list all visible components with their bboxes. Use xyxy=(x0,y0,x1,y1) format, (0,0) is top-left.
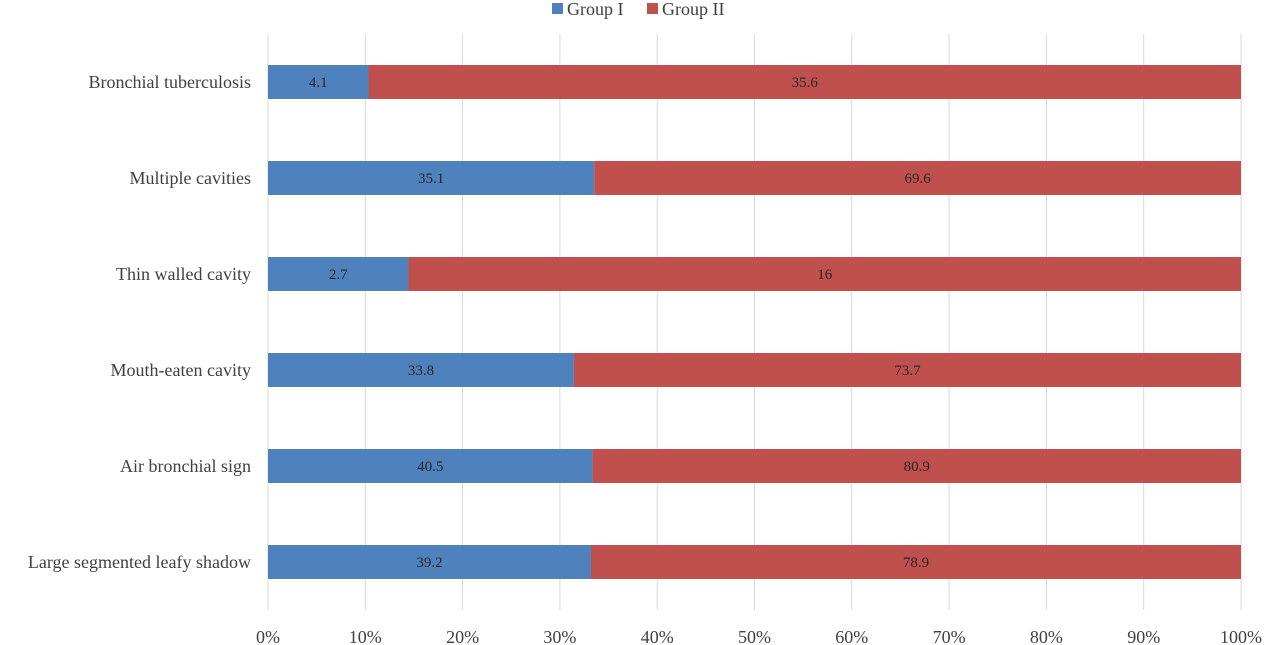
legend-swatch xyxy=(552,3,563,14)
data-label: 2.7 xyxy=(329,267,348,283)
bar-segment-group-ii xyxy=(573,353,1241,387)
data-label: 33.8 xyxy=(408,363,434,379)
legend-label: Group I xyxy=(567,0,624,19)
bar-segment-group-i xyxy=(268,161,595,195)
x-axis-tick-labels: 0% 10% 20% 30% 40% 50% 60% 70% 80% 90% 100% xyxy=(256,627,1262,645)
data-label: 4.1 xyxy=(309,75,328,91)
x-tick-label: 90% xyxy=(1127,627,1160,645)
gridlines xyxy=(267,34,1242,610)
data-label: 80.9 xyxy=(904,459,930,475)
bar-segment-group-ii xyxy=(594,161,1241,195)
bar-segment-group-ii xyxy=(368,65,1241,99)
data-label: 69.6 xyxy=(904,171,931,187)
category-label: Mouth-eaten cavity xyxy=(111,360,251,380)
bar-segment-group-i xyxy=(268,545,591,579)
data-label: 39.2 xyxy=(416,555,442,571)
category-label: Multiple cavities xyxy=(130,168,251,188)
legend-swatch xyxy=(647,3,658,14)
data-label: 73.7 xyxy=(894,363,921,379)
bars: 39.2 78.9 40.5 80.9 33.8 73.7 2.7 16 35.1 69.6 4.1… xyxy=(268,65,1241,579)
category-label: Air bronchial sign xyxy=(120,456,251,476)
category-label: Thin walled cavity xyxy=(116,264,251,284)
x-tick-label: 10% xyxy=(349,627,382,645)
legend: Group I Group II xyxy=(552,0,724,19)
x-tick-label: 50% xyxy=(738,627,771,645)
data-label: 40.5 xyxy=(417,459,443,475)
x-tick-label: 30% xyxy=(543,627,576,645)
x-tick-label: 70% xyxy=(933,627,966,645)
data-label: 35.6 xyxy=(792,75,819,91)
x-tick-label: 60% xyxy=(835,627,868,645)
data-label: 35.1 xyxy=(418,171,444,187)
x-tick-label: 20% xyxy=(446,627,479,645)
data-label: 78.9 xyxy=(903,555,929,571)
bar-segment-group-i xyxy=(268,353,574,387)
x-tick-label: 0% xyxy=(256,627,280,645)
x-tick-label: 100% xyxy=(1220,627,1262,645)
bar-segment-group-i xyxy=(268,65,369,99)
category-label: Large segmented leafy shadow xyxy=(28,552,251,572)
x-tick-label: 80% xyxy=(1030,627,1063,645)
category-label: Bronchial tuberculosis xyxy=(89,72,251,92)
legend-label: Group II xyxy=(662,0,724,19)
bar-segment-group-ii xyxy=(408,257,1241,291)
bar-segment-group-ii xyxy=(590,545,1241,579)
bar-segment-group-ii xyxy=(592,449,1241,483)
data-label: 16 xyxy=(817,267,833,283)
bar-segment-group-i xyxy=(268,449,593,483)
bar-segment-group-i xyxy=(268,257,409,291)
category-labels: Large segmented leafy shadow Air bronchia… xyxy=(28,72,251,572)
x-tick-label: 40% xyxy=(641,627,674,645)
